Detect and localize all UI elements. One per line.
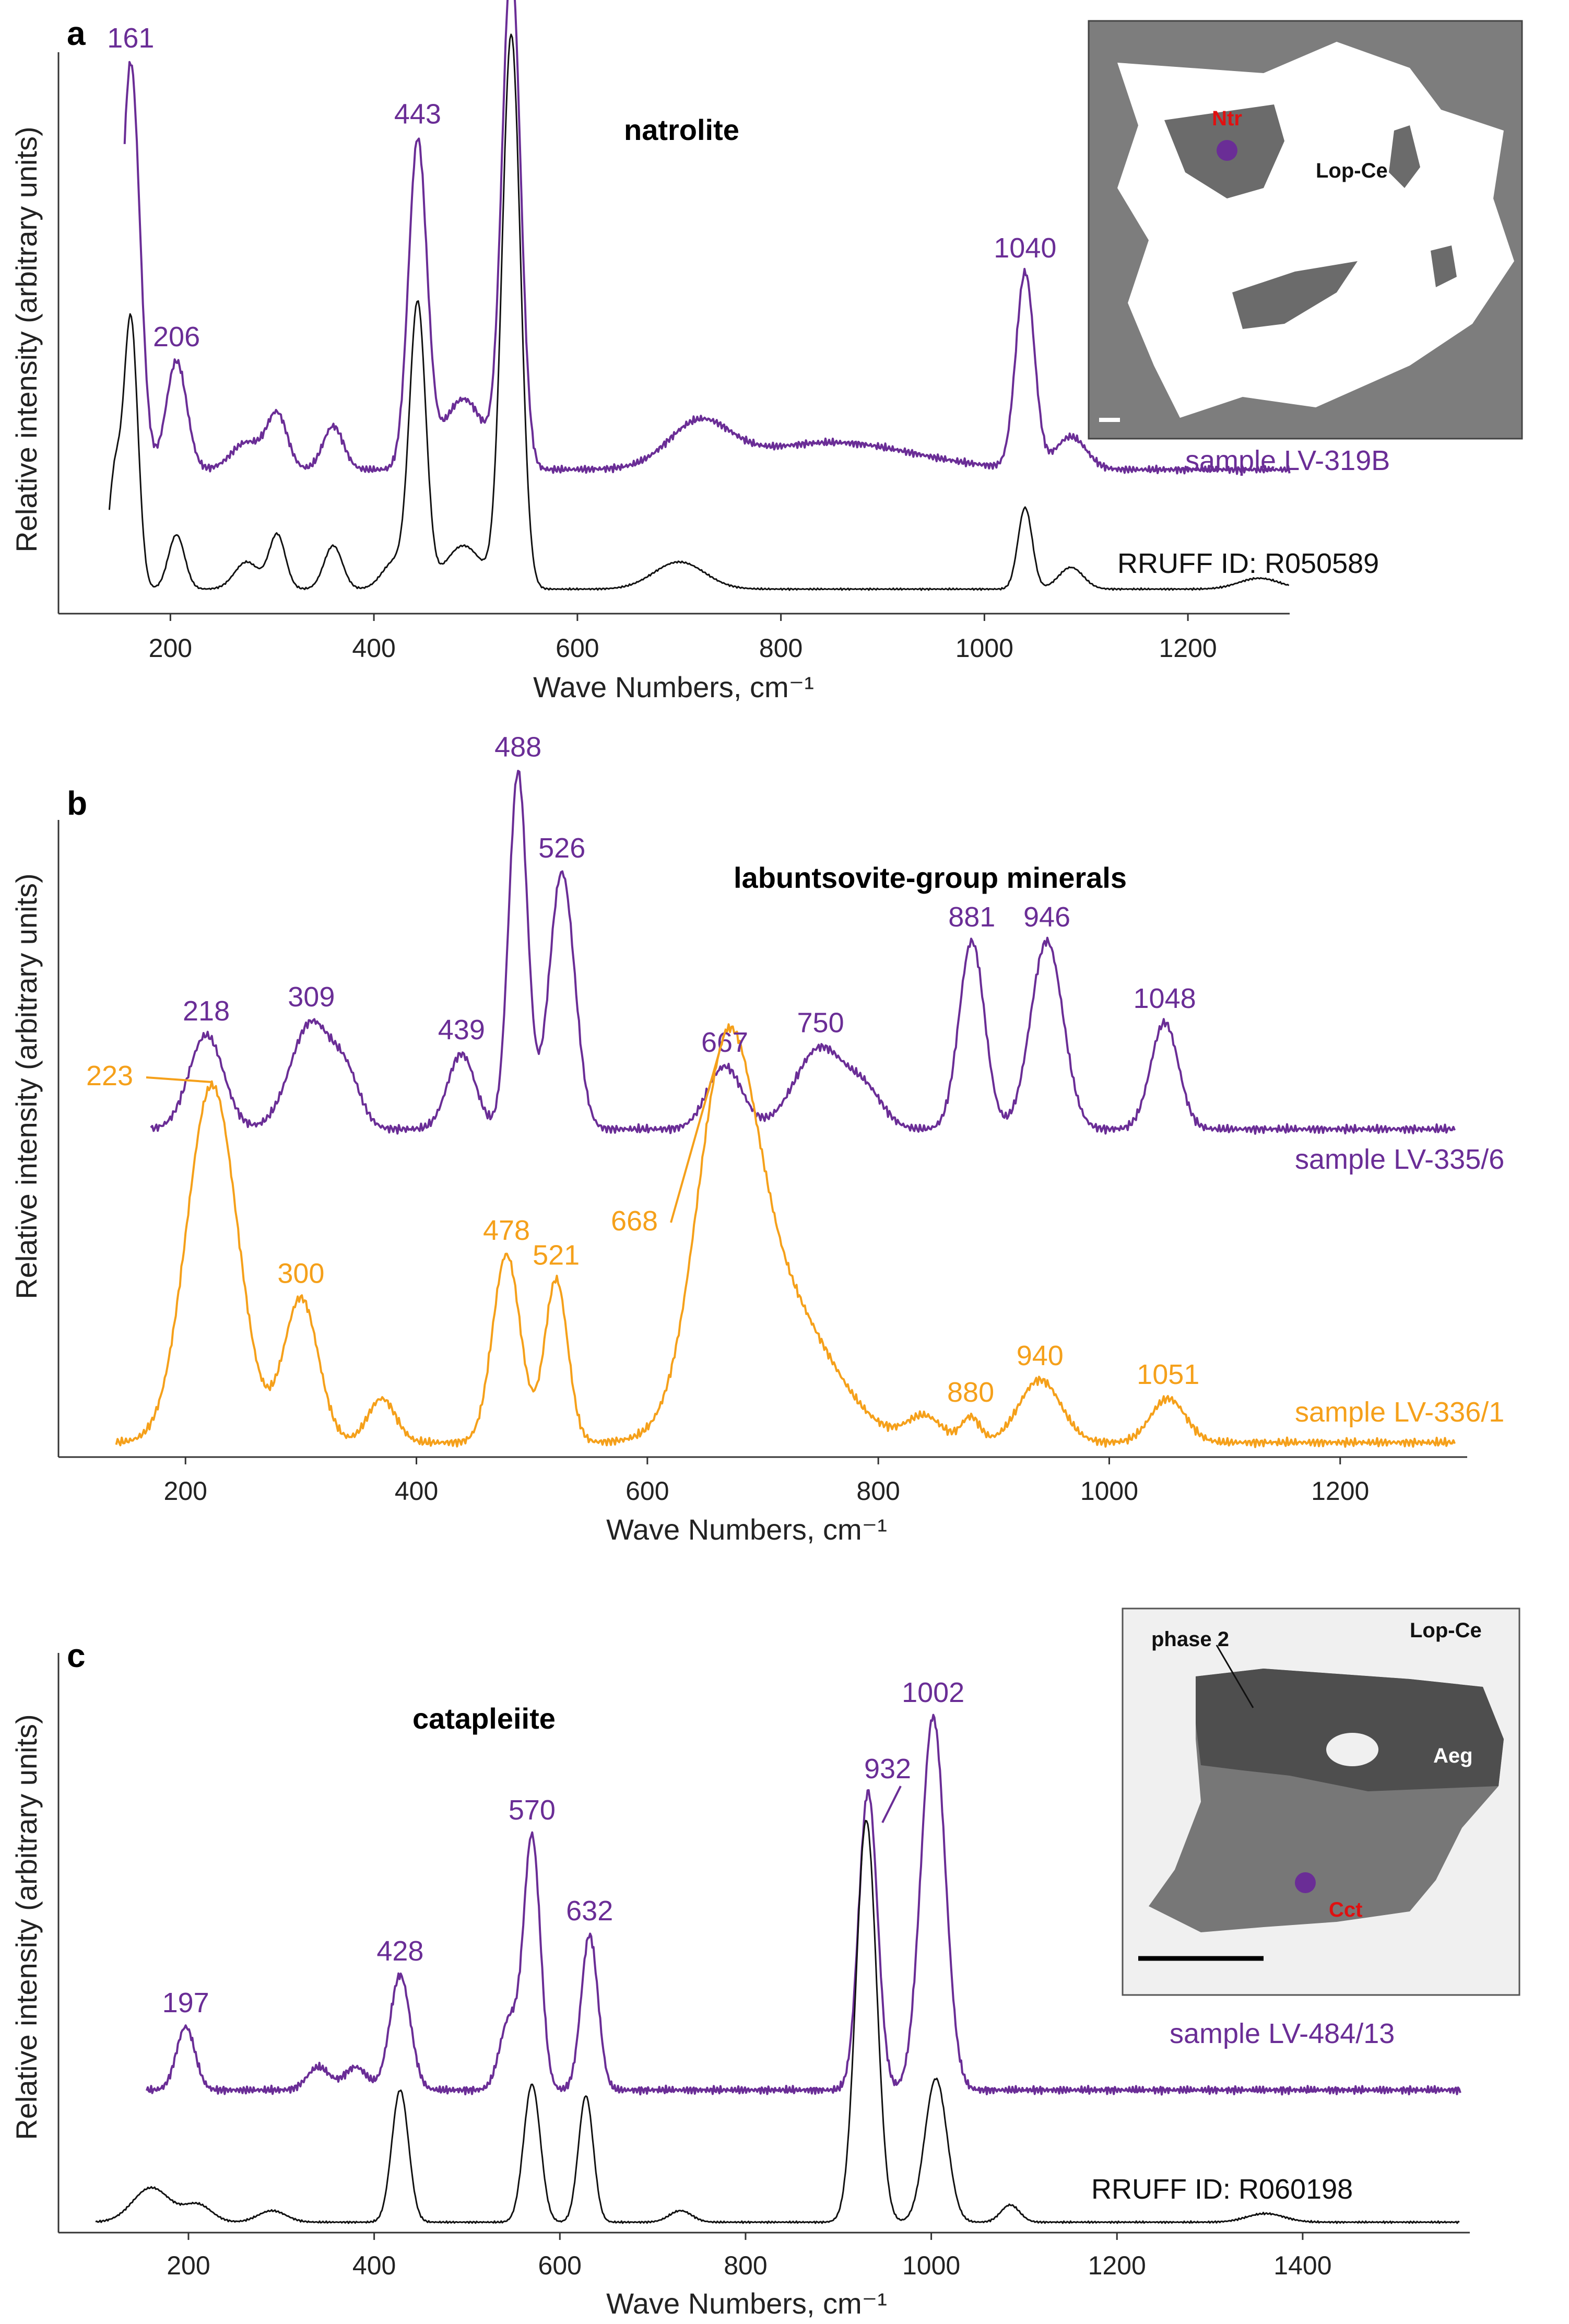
x-tick-label: 400 [352,633,395,663]
panel-c-letter: c [67,1637,86,1674]
peak-label-1040: 1040 [994,232,1056,264]
peak-label-946: 946 [1023,901,1070,933]
panel-a-inset-marker [1217,140,1237,161]
panel-a-peak-labels: 1612064435351040 [107,22,1056,353]
panel-c-ylabel: Relative intensity (arbitrary units) [10,1714,43,2140]
x-tick-label: 200 [149,633,192,663]
x-tick-label: 600 [556,633,599,663]
panel-b-series [115,770,1456,1448]
panel-c-series-label-rruff: RRUFF ID: R060198 [1091,2174,1353,2205]
panel-c-inset-label-aeg: Aeg [1433,1744,1473,1767]
peak-label-632: 632 [566,1895,613,1927]
x-tick-label: 1200 [1311,1476,1369,1506]
peak-label-526: 526 [538,832,585,864]
peak-label-570: 570 [509,1794,556,1826]
peak-label-1002: 1002 [902,1677,964,1708]
series-line-a-1 [108,33,1290,591]
series-line-b-0 [150,770,1456,1135]
panel-b-series-label-335: sample LV-335/6 [1295,1144,1504,1175]
peak-label-161: 161 [107,22,154,54]
series-line-c-0 [146,1713,1461,2096]
x-tick-label: 1000 [902,2251,960,2280]
panel-c-inset-label-phase2: phase 2 [1151,1628,1229,1651]
peak-label-309: 309 [288,981,335,1013]
peak-label-488: 488 [494,732,541,763]
panel-c-inset-image: phase 2 Lop-Ce Aeg Cct [1122,1607,1520,1996]
x-tick-label: 1000 [1080,1476,1138,1506]
peak-label-300: 300 [277,1258,324,1289]
x-tick-label: 800 [759,633,803,663]
x-tick-label: 200 [164,1476,207,1506]
panel-a-inset-label-lop: Lop-Ce [1316,159,1388,182]
panel-b-title: labuntsovite-group minerals [734,861,1127,894]
peak-label-932: 932 [864,1753,911,1785]
peak-label-218: 218 [183,995,230,1027]
peak-label-521: 521 [533,1239,580,1271]
x-tick-label: 1200 [1159,633,1217,663]
peak-label-881: 881 [948,901,995,933]
peak-arrow-932 [881,1786,902,1823]
panel-a-inset-label-ntr: Ntr [1212,107,1242,130]
series-line-a-0 [123,0,1291,475]
peak-label-940: 940 [1017,1340,1064,1371]
peak-label-197: 197 [162,1987,209,2018]
x-tick-label: 800 [856,1476,900,1506]
peak-label-439: 439 [438,1014,485,1046]
panel-c-inset-marker [1295,1872,1316,1893]
x-tick-label: 1200 [1088,2251,1146,2280]
x-tick-label: 600 [626,1476,669,1506]
panel-b-letter: b [67,784,87,822]
peak-label-750: 750 [797,1007,844,1038]
panel-a-ylabel: Relative intensity (arbitrary units) [10,126,43,552]
x-tick-label: 1000 [955,633,1013,663]
peak-arrow-668 [670,1028,727,1223]
x-tick-label: 800 [724,2251,767,2280]
panel-b-series-label-336: sample LV-336/1 [1295,1396,1504,1428]
x-tick-label: 1400 [1273,2251,1331,2280]
x-tick-label: 400 [395,1476,438,1506]
panel-a-series-label-sample: sample LV-319B [1185,445,1390,476]
panel-a-inset-image: Ntr Lop-Ce [1088,20,1523,440]
panel-c-series [95,1713,1461,2224]
panel-a-series [108,0,1291,591]
panel-b-xlabel: Wave Numbers, cm⁻¹ [606,1513,887,1546]
peak-label-668: 668 [611,1205,658,1237]
panel-c-title: catapleiite [412,1702,556,1735]
series-line-b-1 [115,1023,1456,1448]
panel-c-inset-label-lop: Lop-Ce [1410,1619,1482,1642]
series-line-c-1 [95,1820,1460,2224]
peak-label-880: 880 [947,1377,994,1408]
peak-label-1048: 1048 [1134,983,1196,1014]
panel-c-ticks: 200 400 600 800 1000 1200 1400 [167,2233,1332,2280]
peak-arrow-223 [146,1076,213,1083]
peak-label-428: 428 [376,1935,423,1967]
peak-label-223: 223 [86,1060,133,1091]
peak-label-1051: 1051 [1137,1359,1199,1390]
panel-c: c Relative intensity (arbitrary units) c… [10,1607,1520,2320]
x-tick-label: 200 [167,2251,210,2280]
panel-a: a Relative intensity (arbitrary units) n… [10,0,1523,703]
panel-b: b Relative intensity (arbitrary units) l… [10,732,1504,1546]
panel-c-series-label-sample: sample LV-484/13 [1170,2018,1395,2049]
peak-label-206: 206 [153,321,200,353]
x-tick-label: 400 [352,2251,396,2280]
panel-a-xlabel: Wave Numbers, cm⁻¹ [533,671,814,703]
panel-b-ylabel: Relative intensity (arbitrary units) [10,873,43,1299]
panel-a-ticks: 200 400 600 800 1000 1200 [149,614,1217,663]
panel-b-ticks: 200 400 600 800 1000 1200 [164,1457,1369,1506]
panel-a-series-label-rruff: RRUFF ID: R050589 [1117,548,1379,579]
panel-a-title: natrolite [624,113,739,146]
x-tick-label: 600 [538,2251,582,2280]
panel-c-peak-labels: 197 428 570 632 932 1002 [162,1677,965,2018]
panel-c-xlabel: Wave Numbers, cm⁻¹ [606,2287,887,2320]
panel-a-letter: a [67,15,86,52]
peak-label-478: 478 [483,1215,530,1246]
panel-c-inset-label-cct: Cct [1329,1898,1362,1921]
peak-label-443: 443 [394,98,441,130]
